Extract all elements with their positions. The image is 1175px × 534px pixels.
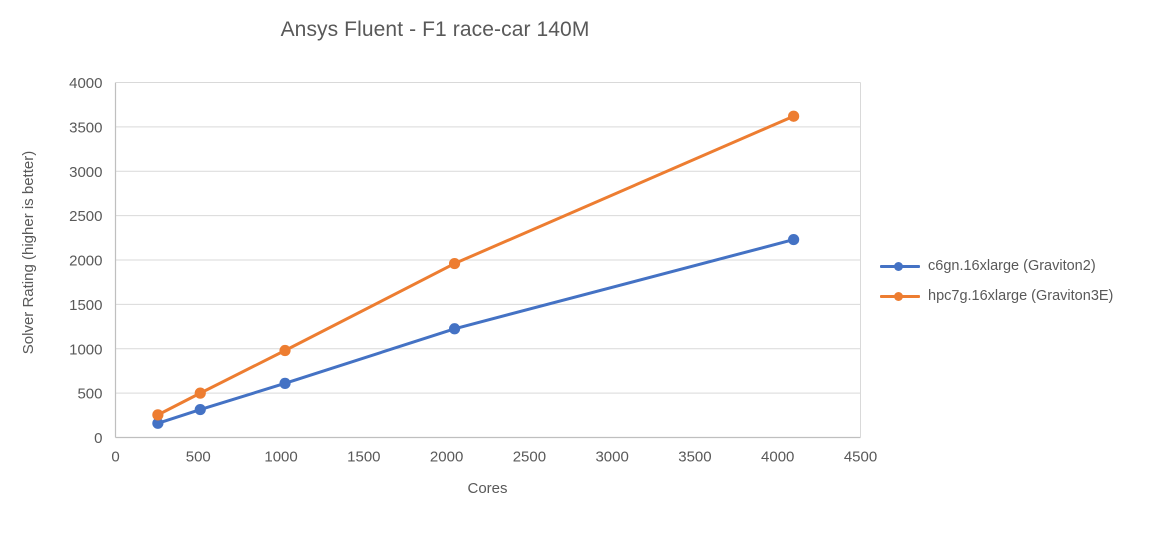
series-markers bbox=[152, 110, 800, 429]
plot-frame bbox=[114, 82, 861, 439]
legend-swatch-icon bbox=[880, 290, 920, 302]
x-tick-label: 3000 bbox=[595, 449, 628, 466]
x-axis-tick-labels: 0 500 1000 1500 2000 2500 3000 3500 4000 4500 bbox=[111, 449, 877, 466]
y-tick-label: 2500 bbox=[69, 208, 102, 225]
x-tick-label: 500 bbox=[186, 449, 211, 466]
data-point-marker bbox=[194, 387, 206, 399]
y-tick-label: 0 bbox=[94, 430, 102, 447]
chart-legend: c6gn.16xlarge (Graviton2) hpc7g.16xlarge … bbox=[880, 258, 1113, 304]
series-line bbox=[156, 238, 796, 425]
data-point-marker bbox=[788, 233, 800, 246]
x-tick-label: 0 bbox=[111, 449, 119, 466]
data-point-marker bbox=[279, 377, 291, 389]
y-tick-label: 500 bbox=[77, 386, 102, 403]
data-point-marker bbox=[788, 110, 800, 122]
x-tick-label: 4000 bbox=[761, 449, 794, 466]
data-point-marker bbox=[448, 323, 461, 335]
legend-item[interactable]: hpc7g.16xlarge (Graviton3E) bbox=[880, 288, 1113, 304]
gridlines bbox=[115, 82, 861, 394]
x-tick-label: 3500 bbox=[678, 449, 711, 466]
legend-item-label: c6gn.16xlarge (Graviton2) bbox=[928, 258, 1096, 274]
y-axis-tick-labels: 0 500 1000 1500 2000 2500 3000 3500 4000 bbox=[69, 75, 102, 447]
y-tick-label: 2000 bbox=[69, 253, 102, 270]
data-point-marker bbox=[279, 344, 291, 357]
legend-swatch-icon bbox=[880, 260, 920, 272]
x-axis-title: Cores bbox=[467, 480, 508, 497]
x-tick-label: 1500 bbox=[347, 449, 380, 466]
y-tick-label: 1500 bbox=[69, 297, 102, 314]
x-tick-label: 2500 bbox=[513, 449, 546, 466]
y-tick-label: 3000 bbox=[69, 164, 102, 181]
data-point-marker bbox=[152, 417, 164, 429]
y-tick-label: 3500 bbox=[69, 119, 102, 136]
y-tick-label: 4000 bbox=[69, 75, 102, 92]
chart-title: Ansys Fluent - F1 race-car 140M bbox=[280, 18, 590, 41]
legend-item-label: hpc7g.16xlarge (Graviton3E) bbox=[928, 288, 1114, 304]
data-point-marker bbox=[152, 409, 164, 421]
legend-item[interactable]: c6gn.16xlarge (Graviton2) bbox=[880, 258, 1113, 274]
x-tick-label: 2000 bbox=[430, 449, 463, 466]
data-point-marker bbox=[448, 257, 461, 270]
series-lines bbox=[156, 114, 796, 425]
data-point-marker bbox=[194, 403, 206, 416]
x-tick-label: 4500 bbox=[844, 449, 877, 466]
y-tick-label: 1000 bbox=[69, 341, 102, 358]
x-tick-label: 1000 bbox=[264, 449, 297, 466]
